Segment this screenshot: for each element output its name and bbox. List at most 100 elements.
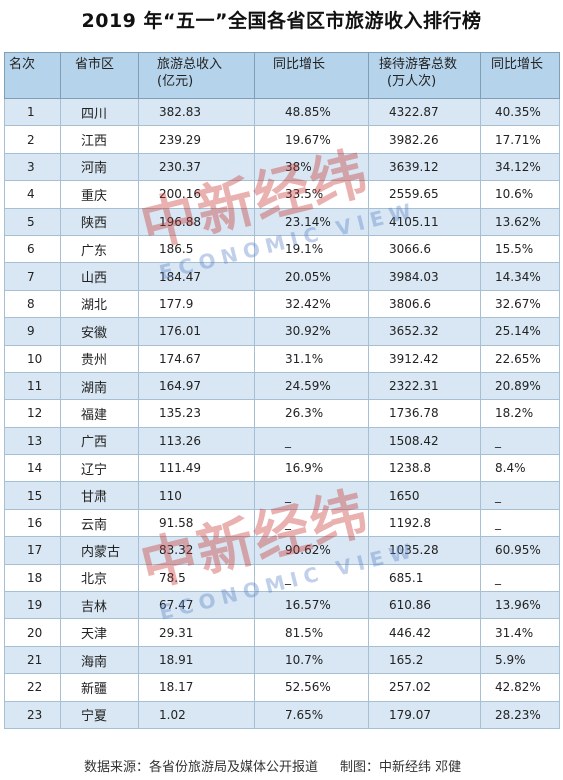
province-cell: 海南 [60,645,139,675]
visitors-cell: 1238.8 [368,454,481,483]
visitors-cell: 3984.03 [368,262,481,291]
header-visitors-line1: 接待游客总数 [379,57,458,72]
province-cell: 贵州 [60,344,139,373]
ranking-table: 名次 省市区 旅游总收入 (亿元) 同比增长 接待游客总数 (万人次) 同比增长… [4,52,560,729]
revenue-growth-cell: 10.7% [254,645,369,675]
revenue-cell: 29.31 [138,618,255,647]
table-row: 9 安徽 176.01 30.92% 3652.32 25.14% [4,317,560,346]
revenue-growth-cell: 81.5% [254,618,369,647]
table-row: 22 新疆 18.17 52.56% 257.02 42.82% [4,673,560,702]
visitors-growth-cell: _ [480,563,560,593]
revenue-growth-cell: _ [254,563,369,593]
revenue-cell: 18.91 [138,645,255,675]
province-cell: 云南 [60,508,139,538]
table-row: 7 山西 184.47 20.05% 3984.03 14.34% [4,262,560,291]
header-row: 名次 省市区 旅游总收入 (亿元) 同比增长 接待游客总数 (万人次) 同比增长 [4,52,560,99]
header-revenue-line2: (亿元) [157,74,194,89]
table-row: 8 湖北 177.9 32.42% 3806.6 32.67% [4,289,560,319]
rank-cell: 23 [4,700,61,729]
revenue-cell: 135.23 [138,399,255,428]
province-cell: 江西 [60,125,139,154]
revenue-growth-cell: _ [254,426,369,456]
revenue-cell: 196.88 [138,207,255,236]
table-row: 3 河南 230.37 38% 3639.12 34.12% [4,152,560,182]
data-source: 数据来源：各省份旅游局及媒体公开报道 [84,760,319,775]
province-cell: 陕西 [60,207,139,236]
table-row: 6 广东 186.5 19.1% 3066.6 15.5% [4,234,560,264]
revenue-growth-cell: 19.1% [254,234,369,264]
revenue-cell: 230.37 [138,152,255,182]
rank-cell: 15 [4,481,61,510]
province-cell: 山西 [60,262,139,291]
table-body: 1 四川 382.83 48.85% 4322.87 40.35% 2 江西 239.29 19.… [4,97,560,729]
visitors-growth-cell: 31.4% [480,618,560,647]
visitors-cell: 4105.11 [368,207,481,236]
visitors-cell: 165.2 [368,645,481,675]
table-row: 16 云南 91.58 _ 1192.8 _ [4,508,560,538]
revenue-growth-cell: 52.56% [254,673,369,702]
visitors-growth-cell: 22.65% [480,344,560,373]
rank-cell: 10 [4,344,61,373]
province-cell: 福建 [60,399,139,428]
province-cell: 北京 [60,563,139,593]
visitors-cell: 610.86 [368,591,481,620]
revenue-cell: 239.29 [138,125,255,154]
visitors-cell: 1508.42 [368,426,481,456]
visitors-growth-cell: 20.89% [480,371,560,401]
header-revenue-line1: 旅游总收入 [157,57,223,72]
visitors-cell: 3912.42 [368,344,481,373]
visitors-growth-cell: 5.9% [480,645,560,675]
revenue-growth-cell: 26.3% [254,399,369,428]
table-row: 17 内蒙古 83.32 90.62% 1035.28 60.95% [4,536,560,565]
province-cell: 安徽 [60,317,139,346]
footer: 数据来源：各省份旅游局及媒体公开报道 制图：中新经纬 邓健 [84,756,461,775]
table-row: 13 广西 113.26 _ 1508.42 _ [4,426,560,456]
revenue-cell: 177.9 [138,289,255,319]
revenue-growth-cell: 30.92% [254,317,369,346]
header-visitors: 接待游客总数 (万人次) [368,52,481,99]
province-cell: 辽宁 [60,454,139,483]
revenue-cell: 186.5 [138,234,255,264]
rank-cell: 20 [4,618,61,647]
visitors-cell: 1035.28 [368,536,481,565]
revenue-growth-cell: 90.62% [254,536,369,565]
header-visitors-line2: (万人次) [387,74,437,89]
province-cell: 河南 [60,152,139,182]
province-cell: 湖北 [60,289,139,319]
province-cell: 重庆 [60,180,139,209]
revenue-growth-cell: 16.9% [254,454,369,483]
table-row: 5 陕西 196.88 23.14% 4105.11 13.62% [4,207,560,236]
revenue-cell: 164.97 [138,371,255,401]
visitors-cell: 2322.31 [368,371,481,401]
revenue-cell: 113.26 [138,426,255,456]
visitors-growth-cell: 10.6% [480,180,560,209]
revenue-growth-cell: 19.67% [254,125,369,154]
rank-cell: 22 [4,673,61,702]
visitors-growth-cell: 8.4% [480,454,560,483]
province-cell: 广东 [60,234,139,264]
rank-cell: 21 [4,645,61,675]
table-row: 11 湖南 164.97 24.59% 2322.31 20.89% [4,371,560,401]
table-row: 20 天津 29.31 81.5% 446.42 31.4% [4,618,560,647]
rank-cell: 7 [4,262,61,291]
province-cell: 新疆 [60,673,139,702]
province-cell: 内蒙古 [60,536,139,565]
table-row: 19 吉林 67.47 16.57% 610.86 13.96% [4,591,560,620]
revenue-cell: 67.47 [138,591,255,620]
visitors-growth-cell: 28.23% [480,700,560,729]
rank-cell: 5 [4,207,61,236]
visitors-cell: 3652.32 [368,317,481,346]
rank-cell: 8 [4,289,61,319]
rank-cell: 13 [4,426,61,456]
page-title: 2019 年“五一”全国各省区市旅游收入排行榜 [81,10,482,32]
visitors-cell: 3066.6 [368,234,481,264]
visitors-cell: 1650 [368,481,481,510]
visitors-growth-cell: _ [480,426,560,456]
revenue-growth-cell: 48.85% [254,97,369,127]
revenue-cell: 174.67 [138,344,255,373]
table-row: 1 四川 382.83 48.85% 4322.87 40.35% [4,97,560,127]
rank-cell: 14 [4,454,61,483]
revenue-growth-cell: 38% [254,152,369,182]
revenue-cell: 18.17 [138,673,255,702]
visitors-growth-cell: 13.96% [480,591,560,620]
